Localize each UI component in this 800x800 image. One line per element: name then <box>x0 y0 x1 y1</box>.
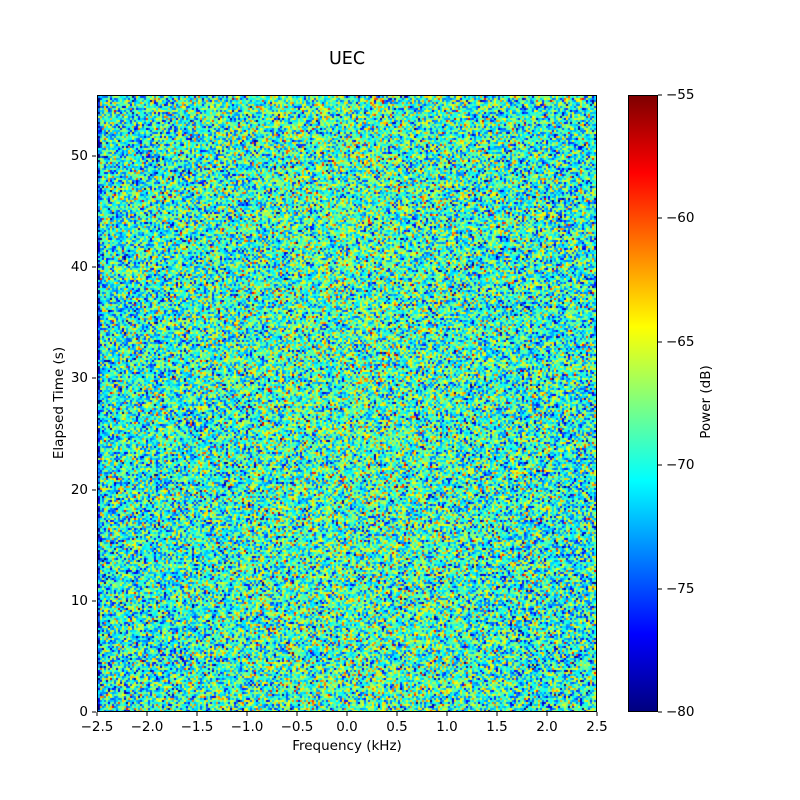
y-tick-label: 0 <box>79 704 88 720</box>
colorbar-tick-label: −65 <box>666 333 695 350</box>
y-tick-mark <box>92 711 96 713</box>
x-tick-label: 2.0 <box>536 719 558 735</box>
y-tick-mark <box>92 377 96 379</box>
plot-title: UEC <box>328 49 366 69</box>
x-tick-label: −1.0 <box>230 719 264 735</box>
colorbar-tick-mark <box>658 588 662 590</box>
y-tick-mark <box>92 600 96 602</box>
spectrogram-plot-area <box>97 95 597 712</box>
x-tick-label: 0.5 <box>386 719 408 735</box>
x-tick-label: −0.5 <box>280 719 314 735</box>
x-tick-mark <box>446 712 448 716</box>
x-tick-label: 1.5 <box>486 719 508 735</box>
y-tick-label: 50 <box>70 148 88 165</box>
y-tick-label: 30 <box>70 370 88 387</box>
colorbar-label: Power (dB) <box>698 365 714 439</box>
colorbar-tick-label: −60 <box>666 210 695 227</box>
x-tick-mark <box>546 712 548 716</box>
colorbar-tick-mark <box>658 217 662 219</box>
colorbar-tick-label: −80 <box>666 704 695 720</box>
x-tick-label: −1.5 <box>180 719 214 735</box>
x-tick-label: −2.0 <box>130 719 164 735</box>
spectrogram-noise-canvas <box>98 96 596 711</box>
x-tick-mark <box>396 712 398 716</box>
colorbar-tick-label: −70 <box>666 457 695 474</box>
y-tick-label: 20 <box>70 481 88 498</box>
x-axis-label: Frequency (kHz) <box>292 738 402 754</box>
colorbar-tick-label: −75 <box>666 580 695 597</box>
x-tick-mark <box>346 712 348 716</box>
x-tick-label: 2.5 <box>586 719 608 735</box>
x-tick-mark <box>146 712 148 716</box>
x-tick-mark <box>96 712 98 716</box>
y-axis-label: Elapsed Time (s) <box>51 346 67 460</box>
x-tick-label: 0.0 <box>336 719 358 735</box>
colorbar-tick-mark <box>658 711 662 713</box>
x-tick-mark <box>296 712 298 716</box>
y-tick-mark <box>92 155 96 157</box>
x-tick-mark <box>196 712 198 716</box>
y-tick-mark <box>92 266 96 268</box>
x-tick-mark <box>596 712 598 716</box>
x-tick-mark <box>246 712 248 716</box>
colorbar-tick-mark <box>658 464 662 466</box>
x-tick-label: 1.0 <box>436 719 458 735</box>
x-axis-ticks: −2.5 −2.0 −1.5 −1.0 −0.5 0.0 0.5 1.0 1.5 2.0 2.5 <box>81 712 608 752</box>
x-tick-mark <box>496 712 498 716</box>
colorbar <box>628 95 658 712</box>
colorbar-tick-label: −55 <box>666 87 695 103</box>
y-tick-label: 10 <box>70 592 88 609</box>
y-tick-mark <box>92 489 96 491</box>
x-tick-label: −2.5 <box>80 719 114 735</box>
colorbar-tick-mark <box>658 341 662 343</box>
colorbar-tick-mark <box>658 94 662 96</box>
y-tick-label: 40 <box>70 259 88 276</box>
